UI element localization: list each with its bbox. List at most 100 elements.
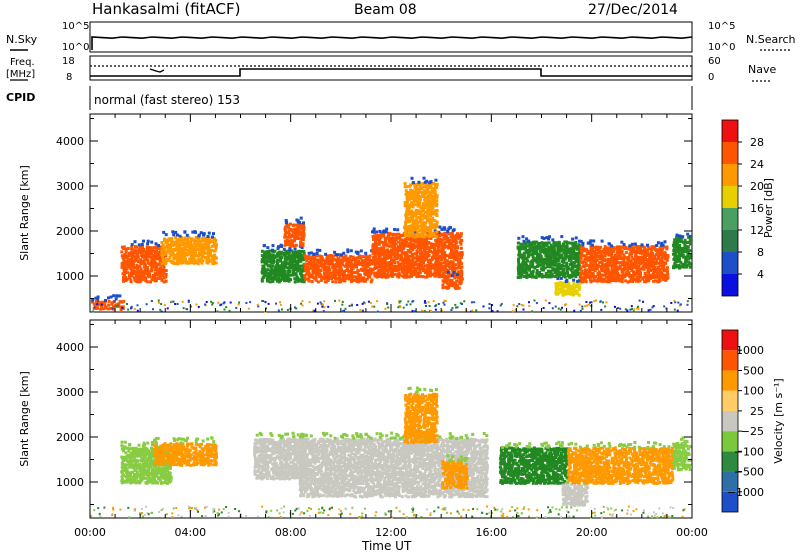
data-cell xyxy=(165,455,169,459)
data-cell xyxy=(302,221,305,225)
data-cell xyxy=(308,301,311,304)
data-cell xyxy=(452,270,456,274)
data-cell xyxy=(178,245,182,249)
data-cell xyxy=(120,265,124,269)
data-cell xyxy=(120,250,124,254)
data-cell xyxy=(455,286,459,290)
data-cell xyxy=(657,272,661,276)
data-cell xyxy=(101,300,105,304)
data-cell xyxy=(368,254,372,258)
data-cell xyxy=(573,261,577,264)
data-cell xyxy=(416,189,420,193)
data-cell xyxy=(324,280,328,284)
data-cell xyxy=(136,260,140,264)
data-cell xyxy=(620,240,624,244)
data-cell xyxy=(630,242,634,246)
data-cell xyxy=(581,254,585,258)
data-cell xyxy=(429,223,433,227)
data-cell xyxy=(603,279,607,283)
data-cell xyxy=(649,308,652,311)
data-cell xyxy=(421,267,425,271)
data-cell xyxy=(213,240,217,244)
data-cell xyxy=(418,211,422,215)
data-cell xyxy=(624,308,627,311)
data-cell xyxy=(433,226,437,230)
data-cell xyxy=(511,310,514,313)
data-cell xyxy=(123,268,127,271)
data-cell xyxy=(319,261,323,265)
data-cell xyxy=(148,252,152,256)
data-cell xyxy=(614,247,618,251)
data-cell xyxy=(418,274,422,278)
data-cell xyxy=(377,265,381,269)
data-cell xyxy=(596,263,600,267)
data-cell xyxy=(418,202,422,206)
data-cell xyxy=(383,257,387,261)
data-cell xyxy=(547,273,551,277)
data-cell xyxy=(577,293,581,297)
data-cell xyxy=(139,467,143,471)
data-cell xyxy=(269,265,273,269)
data-cell xyxy=(450,274,454,278)
data-cell xyxy=(212,238,216,242)
data-cell xyxy=(601,264,604,267)
data-cell xyxy=(512,304,515,307)
data-cell xyxy=(417,240,420,244)
data-cell xyxy=(620,280,624,284)
data-cell xyxy=(641,260,645,263)
colorbar-swatch xyxy=(722,230,738,252)
data-cell xyxy=(598,254,602,258)
data-cell xyxy=(143,465,147,469)
data-cell xyxy=(289,244,293,248)
data-cell xyxy=(579,266,583,270)
data-cell xyxy=(421,224,424,228)
data-cell xyxy=(575,290,579,294)
data-cell xyxy=(158,467,162,471)
data-cell xyxy=(392,258,396,262)
data-cell xyxy=(638,258,642,261)
data-cell xyxy=(350,270,354,274)
data-cell xyxy=(131,451,135,455)
data-cell xyxy=(101,307,105,311)
data-cell xyxy=(633,250,636,253)
data-cell xyxy=(686,253,690,257)
data-cell xyxy=(522,239,526,243)
data-cell xyxy=(677,256,681,260)
data-cell xyxy=(395,264,399,268)
data-cell xyxy=(126,271,130,275)
data-cell xyxy=(618,264,622,268)
data-cell xyxy=(407,191,411,195)
data-cell xyxy=(592,259,596,263)
data-cell xyxy=(298,267,302,271)
data-cell xyxy=(354,275,358,279)
data-cell xyxy=(187,261,191,265)
data-cell xyxy=(622,258,626,262)
data-cell xyxy=(136,451,140,455)
data-cell xyxy=(589,250,593,254)
data-cell xyxy=(456,276,460,280)
data-cell xyxy=(313,309,316,312)
data-cell xyxy=(563,289,567,293)
data-cell xyxy=(595,267,599,271)
data-cell xyxy=(223,308,226,311)
data-cell xyxy=(361,302,364,305)
data-cell xyxy=(342,255,346,259)
data-cell xyxy=(323,300,326,303)
data-cell xyxy=(606,267,610,271)
data-cell xyxy=(171,247,175,251)
data-cell xyxy=(423,254,427,258)
data-cell xyxy=(654,262,658,266)
data-cell xyxy=(434,252,438,256)
data-cell xyxy=(337,257,341,261)
data-cell xyxy=(333,275,337,279)
data-cell xyxy=(584,275,588,279)
data-cell xyxy=(167,443,171,447)
data-cell xyxy=(398,244,402,248)
data-cell xyxy=(398,273,402,277)
data-cell xyxy=(342,273,346,277)
data-cell xyxy=(455,284,459,288)
data-cell xyxy=(583,273,587,277)
data-cell xyxy=(594,264,598,267)
data-cell xyxy=(174,236,178,240)
